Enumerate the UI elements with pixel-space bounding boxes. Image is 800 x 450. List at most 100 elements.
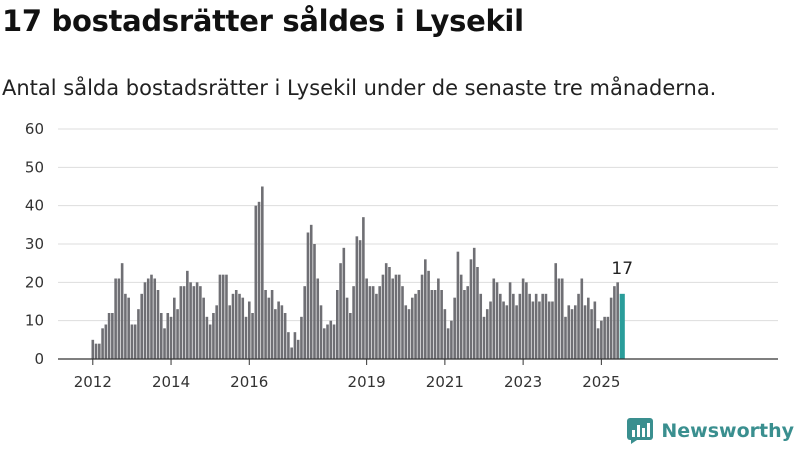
y-tick-label: 0: [34, 350, 44, 368]
bar: [280, 305, 284, 359]
bar: [300, 316, 303, 359]
bar: [355, 236, 359, 359]
bar: [150, 274, 153, 359]
bar: [293, 332, 297, 359]
bar: [587, 297, 590, 359]
bar: [306, 232, 310, 359]
bar: [173, 297, 176, 359]
bar: [401, 286, 404, 359]
bar: [525, 282, 528, 359]
bar: [547, 301, 551, 359]
y-tick-label: 10: [25, 312, 44, 330]
bar: [518, 293, 522, 359]
x-axis-ticks: 2012 2014 2016 2019 2021 2023 2025: [74, 359, 620, 391]
bar: [404, 305, 408, 359]
bar: [446, 328, 450, 359]
bar: [534, 293, 538, 359]
bar: [554, 263, 558, 359]
bar: [394, 274, 398, 359]
bar: [495, 282, 499, 359]
bar: [450, 320, 453, 359]
bar: [153, 278, 157, 359]
bar: [339, 263, 342, 359]
bar: [573, 305, 577, 359]
bar: [101, 328, 104, 359]
bar: [424, 259, 427, 359]
bar: [169, 316, 173, 359]
bar: [244, 316, 248, 359]
bar: [94, 343, 98, 359]
bar: [274, 309, 277, 359]
bar: [104, 324, 108, 359]
bar: [499, 293, 502, 359]
bar: [479, 293, 483, 359]
bar: [319, 305, 323, 359]
y-tick-label: 60: [25, 120, 44, 138]
bar: [358, 240, 362, 359]
bar: [485, 309, 489, 359]
bar: [560, 278, 564, 359]
bar: [544, 293, 548, 359]
bar: [397, 274, 401, 359]
bar: [508, 282, 512, 359]
bar: [332, 324, 336, 359]
x-tick-label: 2014: [152, 373, 190, 391]
x-tick-label: 2021: [426, 373, 464, 391]
bar: [489, 301, 492, 359]
bar: [111, 313, 114, 359]
bar: [225, 274, 228, 359]
chart-title: 17 bostadsrätter såldes i Lysekil: [2, 4, 524, 38]
newsworthy-logo[interactable]: Newsworthy: [627, 418, 794, 444]
bar: [437, 278, 440, 359]
bar: [482, 316, 486, 359]
bar: [551, 301, 554, 359]
bar: [166, 313, 170, 359]
bar: [407, 309, 411, 359]
y-tick-label: 20: [25, 273, 44, 291]
bar: [600, 320, 603, 359]
bar: [417, 290, 421, 359]
bar: [593, 301, 597, 359]
bar: [362, 217, 365, 359]
bar: [277, 301, 280, 359]
bar: [127, 297, 130, 359]
bar: [257, 201, 261, 359]
bar: [137, 309, 140, 359]
bar: [420, 274, 424, 359]
bar: [388, 267, 391, 359]
bar: [570, 309, 574, 359]
bar: [463, 290, 466, 359]
x-tick-label: 2023: [504, 373, 542, 391]
bar: [613, 286, 616, 359]
bar: [443, 309, 447, 359]
bar: [583, 305, 587, 359]
bar: [182, 286, 186, 359]
bar: [303, 286, 306, 359]
bar: [208, 324, 212, 359]
bar: [557, 278, 561, 359]
bar: [453, 297, 456, 359]
bar-latest: [619, 293, 625, 359]
y-tick-label: 30: [25, 235, 44, 253]
bar: [378, 286, 381, 359]
bar: [336, 290, 339, 359]
bar: [352, 286, 355, 359]
bar: [541, 293, 544, 359]
bar: [231, 293, 235, 359]
bar: [251, 313, 254, 359]
bar: [472, 247, 476, 359]
bar: [221, 274, 225, 359]
bar: [159, 313, 163, 359]
bar: [459, 274, 463, 359]
bar: [107, 313, 111, 359]
bar: [296, 339, 300, 359]
bar: [309, 224, 313, 359]
bar: [430, 290, 434, 359]
bar: [218, 274, 222, 359]
bar: [531, 301, 535, 359]
bar: [212, 313, 215, 359]
y-axis-ticks: 0 10 20 30 40 50 60: [25, 120, 44, 368]
bar: [440, 290, 443, 359]
bar: [414, 293, 417, 359]
